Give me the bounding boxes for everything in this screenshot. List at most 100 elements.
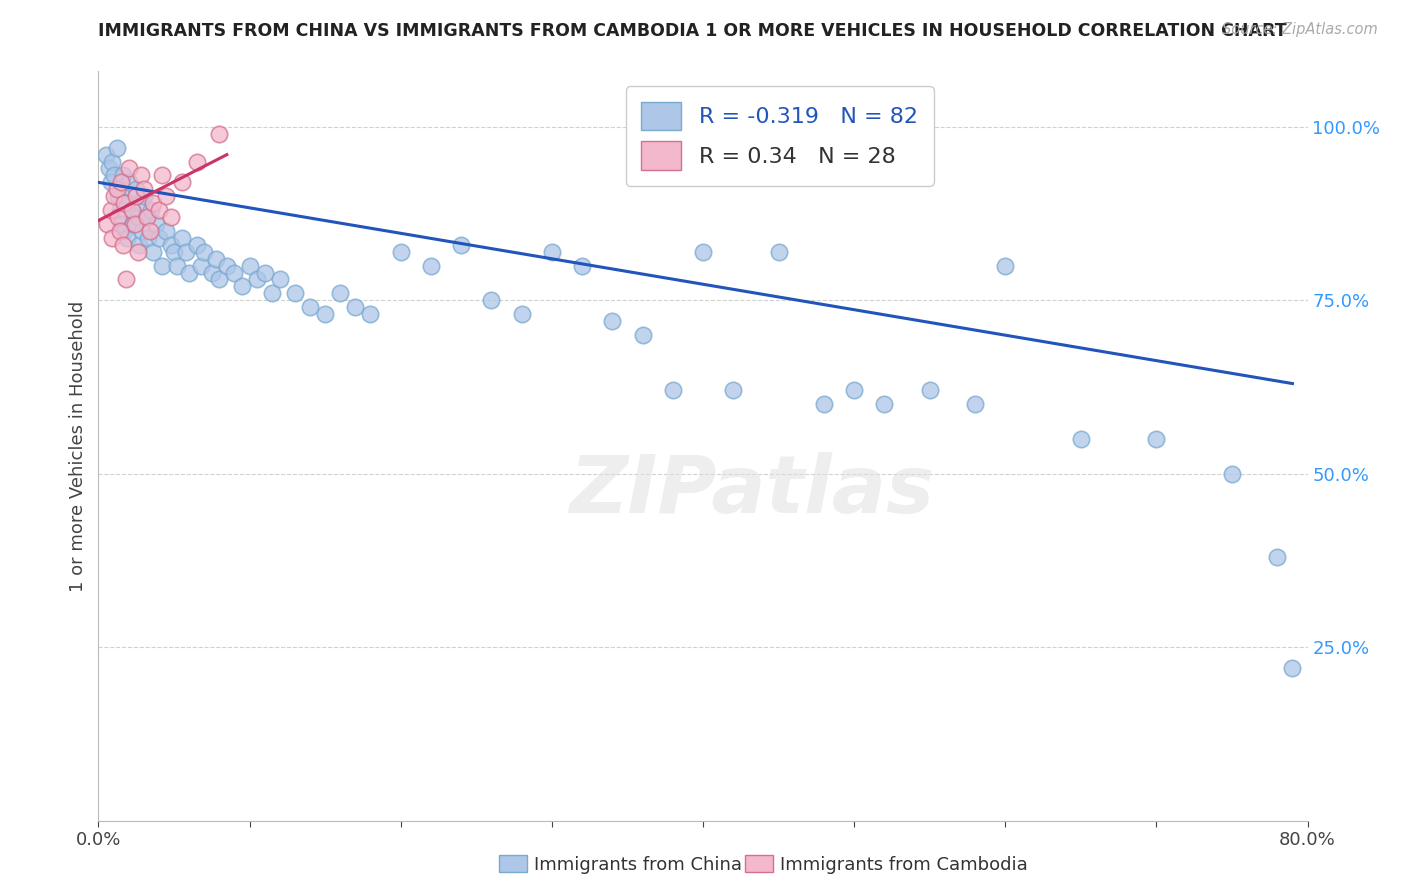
Point <box>193 244 215 259</box>
Point <box>142 196 165 211</box>
Point <box>110 175 132 189</box>
Point <box>101 154 124 169</box>
Point <box>246 272 269 286</box>
Point <box>115 231 138 245</box>
Text: Source: ZipAtlas.com: Source: ZipAtlas.com <box>1222 22 1378 37</box>
Point <box>118 175 141 189</box>
Point <box>148 231 170 245</box>
Point <box>131 224 153 238</box>
Point <box>163 244 186 259</box>
Point <box>201 266 224 280</box>
Point <box>100 203 122 218</box>
Point <box>132 182 155 196</box>
Point <box>723 384 745 398</box>
Point <box>121 203 143 218</box>
Point <box>127 244 149 259</box>
Point <box>360 307 382 321</box>
Point <box>344 300 367 314</box>
Point <box>1267 549 1289 564</box>
Point <box>98 161 121 176</box>
Point <box>96 217 118 231</box>
Point <box>129 169 152 183</box>
Text: IMMIGRANTS FROM CHINA VS IMMIGRANTS FROM CAMBODIA 1 OR MORE VEHICLES IN HOUSEHOL: IMMIGRANTS FROM CHINA VS IMMIGRANTS FROM… <box>98 22 1286 40</box>
Point <box>132 189 155 203</box>
Point <box>571 259 593 273</box>
Point <box>107 189 129 203</box>
Text: Immigrants from Cambodia: Immigrants from Cambodia <box>780 856 1028 874</box>
Point <box>135 210 157 224</box>
Point <box>108 203 131 218</box>
Y-axis label: 1 or more Vehicles in Household: 1 or more Vehicles in Household <box>69 301 87 591</box>
Point <box>994 259 1017 273</box>
Point <box>208 272 231 286</box>
Point <box>127 210 149 224</box>
Point <box>1281 661 1303 675</box>
Point <box>103 189 125 203</box>
Point <box>481 293 503 308</box>
Point <box>166 259 188 273</box>
Point <box>110 182 132 196</box>
Point <box>160 237 183 252</box>
Point <box>389 244 412 259</box>
Point <box>329 286 352 301</box>
Point <box>844 384 866 398</box>
Point <box>215 259 238 273</box>
Point <box>540 244 562 259</box>
Point <box>155 224 177 238</box>
Point <box>661 384 683 398</box>
Point <box>284 286 307 301</box>
Point <box>253 266 276 280</box>
Point <box>145 217 167 231</box>
Point <box>150 259 173 273</box>
Point <box>108 224 131 238</box>
Point <box>135 210 157 224</box>
Point <box>179 266 201 280</box>
Point <box>112 224 135 238</box>
Point <box>114 272 136 286</box>
Point <box>150 169 173 183</box>
Point <box>205 252 228 266</box>
Point <box>111 237 134 252</box>
Point <box>420 259 443 273</box>
Point <box>118 161 141 176</box>
Point <box>94 147 117 161</box>
Point <box>136 231 159 245</box>
Point <box>631 328 654 343</box>
Legend: R = -0.319   N = 82, R = 0.34   N = 28: R = -0.319 N = 82, R = 0.34 N = 28 <box>626 87 934 186</box>
Point <box>239 259 262 273</box>
Point <box>141 203 163 218</box>
Point <box>142 244 165 259</box>
Point <box>873 397 896 411</box>
Point <box>918 384 941 398</box>
Point <box>174 244 197 259</box>
Point <box>129 196 152 211</box>
Point <box>269 272 291 286</box>
Text: Immigrants from China: Immigrants from China <box>534 856 742 874</box>
Point <box>965 397 987 411</box>
Point <box>107 210 129 224</box>
Point <box>100 175 122 189</box>
Point <box>450 237 472 252</box>
Point <box>813 397 835 411</box>
Point <box>231 279 253 293</box>
Point <box>125 182 148 196</box>
Point <box>122 217 145 231</box>
Point <box>262 286 284 301</box>
Point <box>105 182 128 196</box>
Point <box>125 189 148 203</box>
Point <box>186 154 208 169</box>
Point <box>602 314 624 328</box>
Point <box>128 237 150 252</box>
Point <box>186 237 208 252</box>
Point <box>1220 467 1243 481</box>
Text: ZIPatlas: ZIPatlas <box>569 452 934 530</box>
Point <box>170 231 193 245</box>
Point <box>103 169 125 183</box>
Point <box>114 196 136 211</box>
Point <box>105 141 128 155</box>
Point <box>139 224 162 238</box>
Point <box>692 244 714 259</box>
Point <box>160 210 183 224</box>
Point <box>124 217 146 231</box>
Point <box>121 203 143 218</box>
